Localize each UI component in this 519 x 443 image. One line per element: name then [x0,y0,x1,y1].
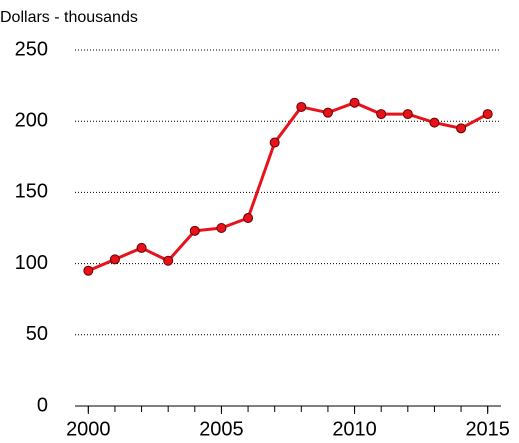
point [349,97,360,108]
chart-subtitle: Dollars - thousands [0,9,138,26]
point [482,109,493,120]
y-tick-label: 250 [15,38,48,60]
x-tick-label: 2000 [66,418,111,440]
y-tick-label: 200 [15,109,48,131]
point [189,225,200,236]
y-tick-label: 150 [15,181,48,203]
x-tick-label: 2005 [199,418,244,440]
point [322,107,333,118]
point [269,137,280,148]
y-tick-label: 0 [37,394,48,416]
y-tick-label: 100 [15,252,48,274]
point [243,213,254,224]
point [429,117,440,128]
point [109,254,120,265]
point [163,255,174,266]
point [83,265,94,276]
line [87,101,489,273]
point [136,242,147,253]
point [216,223,227,233]
y-tick-label: 50 [26,323,48,345]
point [402,109,413,120]
x-tick-label: 2010 [332,418,377,440]
point [296,101,307,112]
point [456,123,467,134]
point [376,109,387,120]
x-tick-label: 2015 [465,418,510,440]
